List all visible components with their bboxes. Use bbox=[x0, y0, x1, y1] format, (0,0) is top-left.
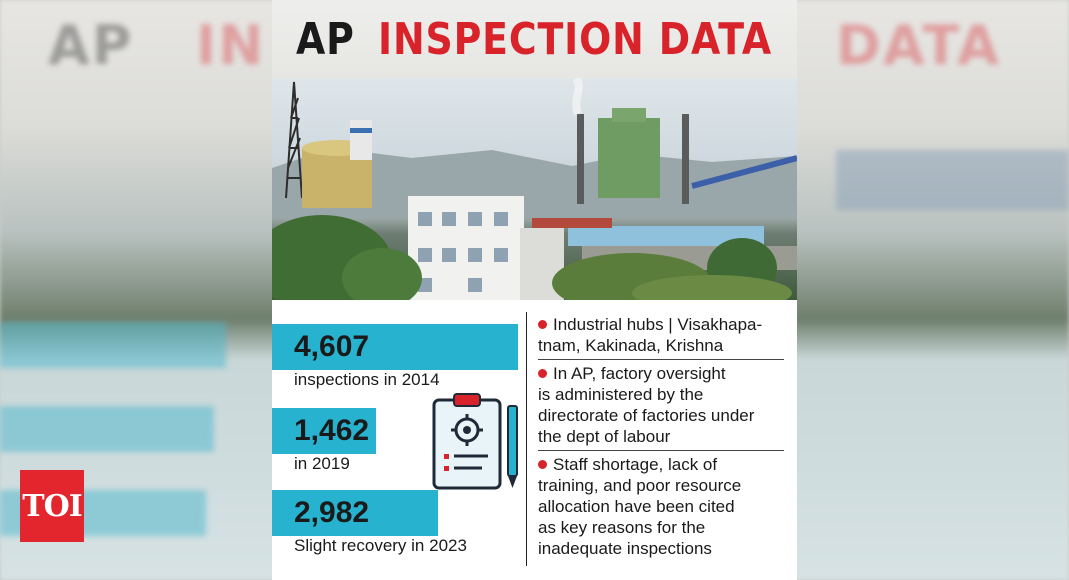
point-separator bbox=[538, 359, 784, 360]
stat-caption-2019: in 2019 bbox=[294, 454, 350, 473]
bullet-dot bbox=[538, 460, 547, 469]
title-red: INSPECTION DATA bbox=[378, 13, 773, 65]
bullet-dot bbox=[538, 320, 547, 329]
stat-caption-2023: Slight recovery in 2023 bbox=[294, 536, 467, 555]
infographic-card: AP INSPECTION DATA bbox=[272, 0, 797, 580]
title-black: AP bbox=[296, 13, 355, 65]
clipboard-gear-icon bbox=[432, 393, 518, 490]
column-divider bbox=[526, 312, 527, 566]
blurred-title-right: DATA bbox=[836, 14, 1001, 77]
toi-logo: TOI bbox=[20, 470, 84, 542]
blurred-bar bbox=[836, 150, 1069, 210]
point-industrial-hubs: Industrial hubs | Visakhapa- tnam, Kakin… bbox=[538, 315, 763, 355]
blurred-title-left-red: IN bbox=[196, 14, 266, 77]
point-separator bbox=[538, 450, 784, 451]
stat-value-2019: 1,462 bbox=[272, 408, 376, 454]
stat-caption-2014: inspections in 2014 bbox=[294, 370, 440, 389]
page-title: AP INSPECTION DATA bbox=[272, 0, 797, 78]
point-staff-shortage: Staff shortage, lack of training, and po… bbox=[538, 455, 742, 558]
point-factory-oversight: In AP, factory oversight is administered… bbox=[538, 364, 755, 446]
pen-icon bbox=[507, 405, 518, 488]
blurred-bar bbox=[0, 322, 226, 368]
industrial-photo bbox=[272, 78, 797, 300]
blurred-bar bbox=[0, 406, 214, 452]
industrial-photo-illustration bbox=[272, 78, 797, 300]
key-points: Industrial hubs | Visakhapa- tnam, Kakin… bbox=[538, 314, 788, 559]
stat-value-2023: 2,982 bbox=[272, 490, 438, 536]
blurred-title-left: AP bbox=[48, 14, 134, 77]
stat-value-2014: 4,607 bbox=[272, 324, 518, 370]
bullet-dot bbox=[538, 369, 547, 378]
